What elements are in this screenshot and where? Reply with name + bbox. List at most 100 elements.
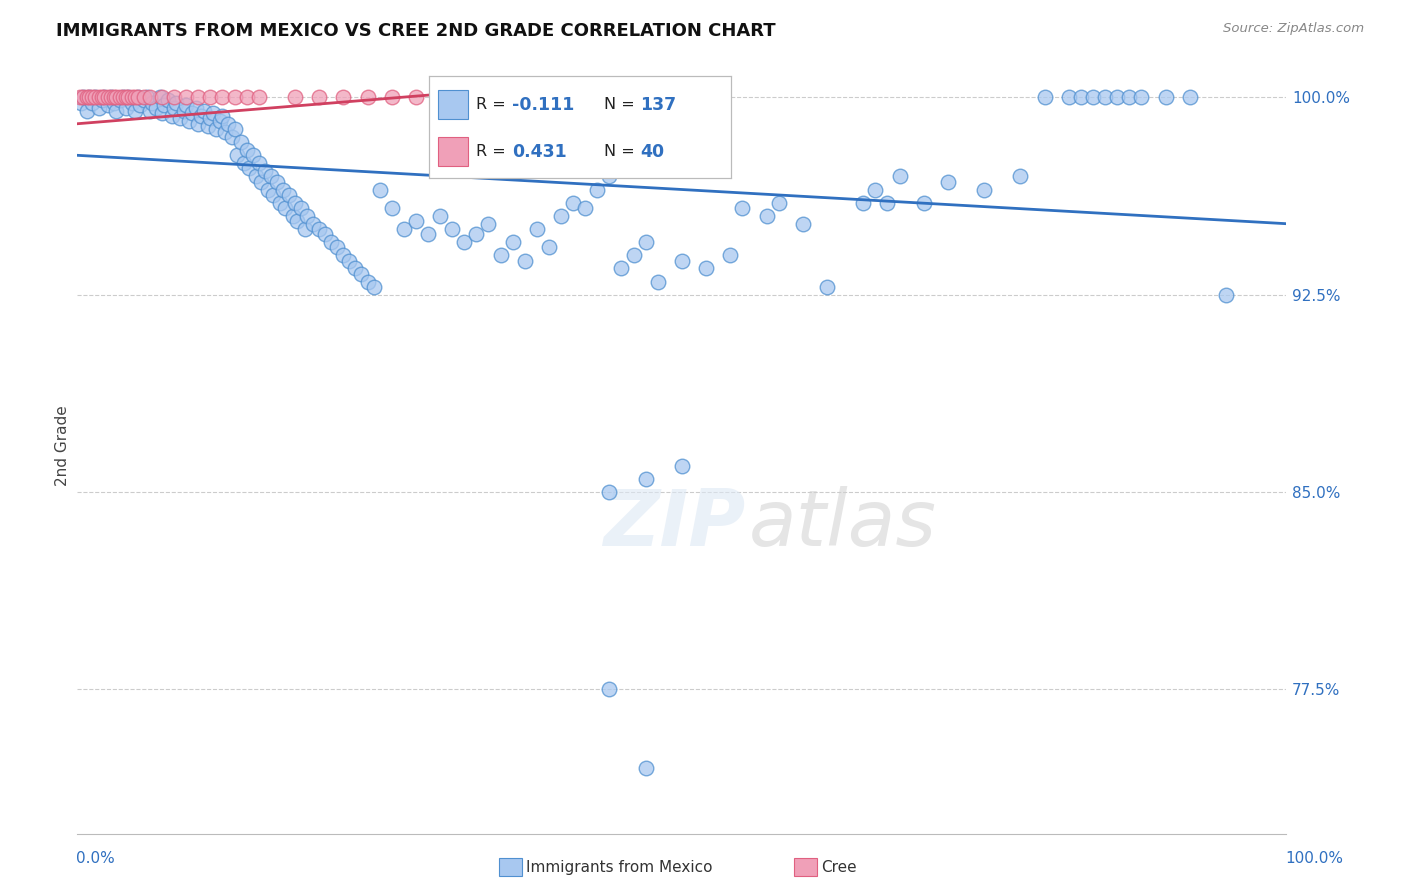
Point: [1094, 90, 1116, 104]
Point: [166, 95, 188, 110]
Text: 0.431: 0.431: [512, 143, 567, 161]
Point: [368, 182, 391, 196]
Point: [1178, 90, 1201, 104]
Point: [173, 103, 195, 118]
Point: [200, 112, 222, 126]
Text: N =: N =: [605, 97, 636, 112]
Point: [356, 90, 378, 104]
Point: [84, 90, 107, 104]
Text: 100.0%: 100.0%: [1285, 851, 1344, 865]
Point: [242, 148, 264, 162]
Point: [190, 109, 212, 123]
Point: [121, 90, 143, 104]
Point: [634, 235, 657, 249]
Point: [489, 90, 512, 104]
Text: Source: ZipAtlas.com: Source: ZipAtlas.com: [1223, 22, 1364, 36]
Point: [235, 90, 257, 104]
Point: [72, 90, 94, 104]
Point: [562, 195, 585, 210]
Point: [314, 227, 336, 242]
Point: [269, 195, 291, 210]
Point: [250, 175, 273, 189]
Point: [441, 222, 464, 236]
Point: [550, 209, 572, 223]
Point: [100, 90, 122, 104]
Text: -0.111: -0.111: [512, 95, 574, 113]
Point: [295, 209, 318, 223]
Point: [114, 90, 136, 104]
Point: [416, 227, 439, 242]
Point: [260, 169, 283, 184]
Point: [105, 103, 128, 118]
Point: [141, 95, 163, 110]
Point: [671, 458, 693, 473]
Point: [363, 280, 385, 294]
Point: [574, 201, 596, 215]
Point: [326, 240, 349, 254]
Point: [321, 235, 343, 249]
Point: [695, 261, 717, 276]
Text: ZIP: ZIP: [603, 485, 745, 562]
Point: [72, 90, 94, 104]
Point: [792, 217, 814, 231]
Point: [108, 93, 131, 107]
Point: [634, 761, 657, 775]
Point: [266, 175, 288, 189]
Point: [308, 90, 330, 104]
Point: [93, 90, 115, 104]
Text: N =: N =: [605, 145, 636, 160]
Point: [294, 222, 316, 236]
Point: [526, 222, 548, 236]
Point: [489, 248, 512, 262]
Point: [163, 90, 186, 104]
Point: [405, 90, 427, 104]
Point: [238, 161, 260, 176]
Point: [84, 90, 107, 104]
Point: [671, 253, 693, 268]
Point: [96, 90, 118, 104]
Point: [148, 90, 170, 104]
Point: [755, 209, 778, 223]
Point: [262, 187, 284, 202]
Point: [127, 90, 149, 104]
Point: [124, 90, 146, 104]
Point: [278, 187, 301, 202]
Point: [124, 103, 146, 118]
Point: [274, 201, 297, 215]
Point: [936, 175, 959, 189]
Point: [163, 101, 186, 115]
Text: R =: R =: [475, 145, 505, 160]
Point: [80, 90, 103, 104]
Point: [100, 90, 122, 104]
Point: [1057, 90, 1080, 104]
Point: [139, 90, 162, 104]
Point: [79, 90, 101, 104]
Y-axis label: 2nd Grade: 2nd Grade: [55, 406, 70, 486]
Point: [112, 90, 135, 104]
Point: [211, 109, 233, 123]
Point: [96, 98, 118, 112]
Point: [1107, 90, 1129, 104]
Point: [181, 106, 204, 120]
Text: 137: 137: [641, 95, 676, 113]
Point: [429, 90, 451, 104]
Point: [302, 217, 325, 231]
Point: [392, 222, 415, 236]
Point: [1118, 90, 1140, 104]
Point: [610, 261, 633, 276]
Point: [332, 248, 354, 262]
Point: [226, 148, 249, 162]
Point: [112, 90, 135, 104]
Point: [339, 253, 360, 268]
Point: [211, 90, 233, 104]
Point: [876, 195, 898, 210]
Point: [129, 98, 152, 112]
Point: [852, 195, 875, 210]
Point: [103, 90, 125, 104]
Point: [136, 90, 159, 104]
Point: [76, 90, 98, 104]
Point: [108, 90, 131, 104]
Text: 40: 40: [641, 143, 665, 161]
FancyBboxPatch shape: [437, 137, 468, 166]
Text: 0.0%: 0.0%: [76, 851, 115, 865]
